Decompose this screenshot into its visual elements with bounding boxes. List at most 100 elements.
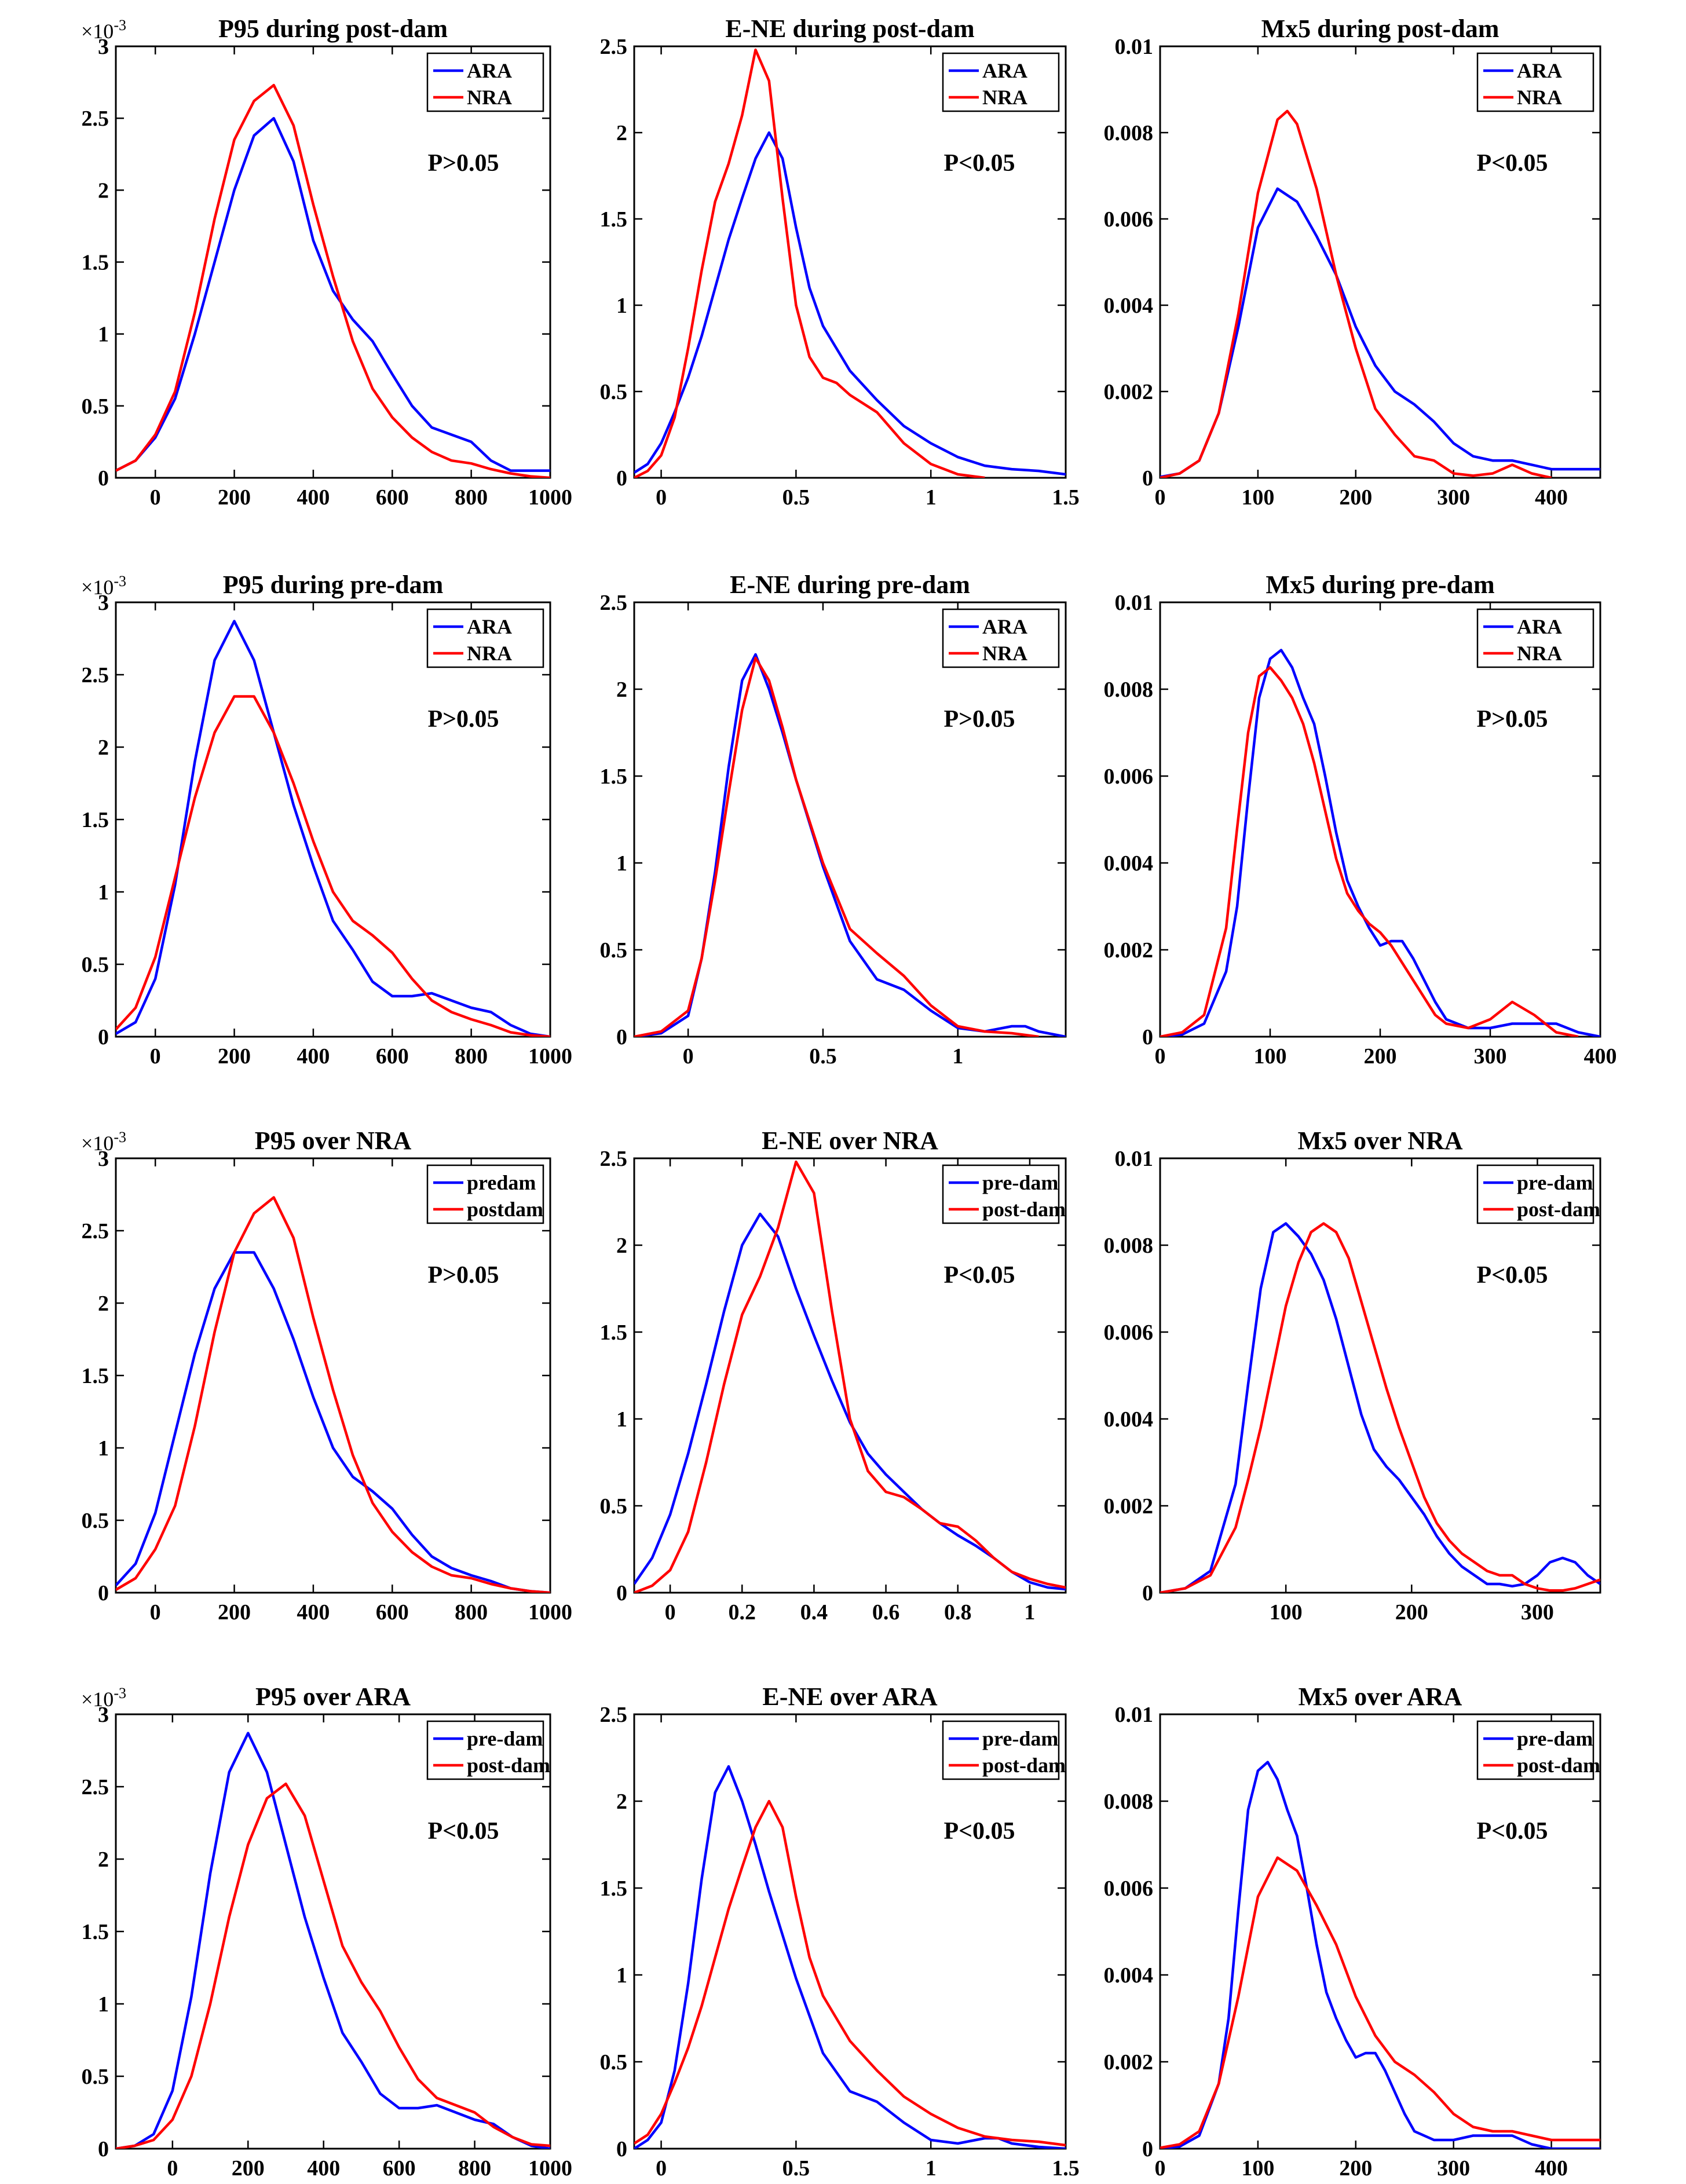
x-tick-label: 0.5 bbox=[782, 485, 810, 510]
legend-label: post-dam bbox=[982, 1754, 1066, 1777]
legend-label: NRA bbox=[467, 86, 512, 109]
y-tick-label: 1.5 bbox=[82, 251, 109, 275]
y-tick-label: 2 bbox=[98, 1848, 109, 1872]
chart-panel-9: 0 0.002 0.004 0.006 0.008 0.01 100 200 300 Mx5 ov… bbox=[1104, 1126, 1601, 1625]
legend-box bbox=[1476, 52, 1594, 112]
plot-frame bbox=[633, 1713, 1067, 2150]
chart-title: Mx5 over ARA bbox=[1299, 1682, 1462, 1711]
x-tick-label: 200 bbox=[1339, 2156, 1372, 2181]
x-tick-label: 1 bbox=[926, 2156, 937, 2181]
y-tick-label: 0.5 bbox=[82, 394, 109, 419]
legend: ARA NRA bbox=[942, 608, 1060, 668]
p-value-annotation: P>0.05 bbox=[427, 706, 499, 733]
x-tick-label: 200 bbox=[1395, 1600, 1428, 1625]
x-tick-label: 0 bbox=[150, 485, 161, 510]
x-tick-label: 0.5 bbox=[782, 2156, 810, 2181]
chart-title: E-NE during pre-dam bbox=[730, 570, 970, 599]
x-tick-label: 800 bbox=[455, 1044, 488, 1069]
legend-label: ARA bbox=[467, 615, 512, 638]
legend-label: ARA bbox=[982, 59, 1027, 82]
legend-label: NRA bbox=[467, 642, 512, 665]
y-tick-label: 0 bbox=[616, 1025, 627, 1049]
chart-panel-6: 0 0.002 0.004 0.006 0.008 0.01 0 100 200 300 400 Mx… bbox=[1104, 570, 1617, 1069]
y-tick-label: 0.5 bbox=[600, 1494, 628, 1519]
x-tick-label: 300 bbox=[1474, 1044, 1507, 1069]
x-tick-label: 400 bbox=[1535, 2156, 1568, 2181]
y-tick-label: 2 bbox=[98, 736, 109, 760]
y-tick-label: 1 bbox=[98, 1436, 109, 1461]
y-tick-label: 0.006 bbox=[1104, 1320, 1154, 1345]
y-tick-label: 1 bbox=[98, 323, 109, 347]
x-tick-label: 400 bbox=[297, 1044, 330, 1069]
legend-label: pre-dam bbox=[982, 1727, 1058, 1750]
series-line-ARA bbox=[634, 131, 1066, 476]
y-tick-label: 1.5 bbox=[82, 1364, 109, 1388]
legend-box bbox=[1476, 1164, 1594, 1224]
chart-panel-8: 00.511.522.50 0.2 0.4 0.6 0.8 1E-NE over NRAp… bbox=[600, 1126, 1067, 1625]
legend-box bbox=[1476, 608, 1594, 668]
legend-box bbox=[426, 1164, 544, 1224]
x-tick-label: 400 bbox=[297, 1600, 330, 1625]
y-tick-label: 0.006 bbox=[1104, 764, 1154, 789]
x-tick-label: 1000 bbox=[528, 2156, 572, 2181]
plot-frame bbox=[633, 45, 1067, 479]
x-tick-label: 0 bbox=[150, 1044, 161, 1069]
y-tick-label: 0.5 bbox=[600, 938, 628, 963]
legend-label: post-dam bbox=[467, 1754, 550, 1777]
y-tick-label: 0 bbox=[1142, 2137, 1153, 2161]
series-line-post-dam bbox=[634, 1799, 1066, 2147]
plot-frame bbox=[1159, 45, 1601, 479]
chart-title: P95 over ARA bbox=[255, 1682, 411, 1711]
y-tick-label: 2 bbox=[616, 678, 627, 702]
y-tick-label: 0.5 bbox=[82, 1509, 109, 1533]
y-tick-label: 0.5 bbox=[600, 2050, 628, 2075]
chart-title: P95 during post-dam bbox=[218, 14, 448, 43]
chart-title: Mx5 over NRA bbox=[1297, 1126, 1462, 1155]
legend-label: pre-dam bbox=[467, 1727, 543, 1750]
y-tick-label: 0 bbox=[616, 2137, 627, 2161]
y-tick-label: 2.5 bbox=[82, 1775, 109, 1799]
legend-label: pre-dam bbox=[1517, 1171, 1593, 1194]
legend-label: post-dam bbox=[982, 1198, 1066, 1221]
y-tick-label: 0.006 bbox=[1104, 207, 1154, 232]
x-tick-label: 0.2 bbox=[729, 1600, 756, 1625]
y-tick-label: 0.5 bbox=[82, 2065, 109, 2089]
p-value-annotation: P<0.05 bbox=[1476, 150, 1548, 177]
chart-panel-3: 0 0.002 0.004 0.006 0.008 0.01 0 100 200 300 400 Mx… bbox=[1104, 14, 1601, 510]
legend-label: NRA bbox=[982, 86, 1027, 109]
y-scale-exponent: ×10-3 bbox=[81, 1685, 126, 1711]
y-tick-label: 2.5 bbox=[600, 35, 628, 59]
series-line-NRA bbox=[116, 695, 550, 1037]
y-tick-label: 1 bbox=[616, 1963, 627, 1988]
x-tick-label: 600 bbox=[383, 2156, 416, 2181]
y-tick-label: 2.5 bbox=[82, 663, 109, 687]
y-tick-label: 2 bbox=[616, 1790, 627, 1814]
y-tick-label: 0.5 bbox=[82, 953, 109, 977]
chart-title: P95 over NRA bbox=[255, 1126, 412, 1155]
x-tick-label: 0 bbox=[167, 2156, 178, 2181]
series-line-post-dam bbox=[1160, 1222, 1600, 1593]
x-tick-label: 100 bbox=[1241, 485, 1274, 510]
y-tick-label: 0.002 bbox=[1104, 1494, 1154, 1519]
x-tick-label: 0 bbox=[665, 1600, 676, 1625]
x-tick-label: 800 bbox=[458, 2156, 491, 2181]
x-tick-label: 0 bbox=[1155, 485, 1166, 510]
x-tick-label: 600 bbox=[376, 485, 409, 510]
x-tick-label: 100 bbox=[1270, 1600, 1303, 1625]
y-tick-label: 0 bbox=[98, 1581, 109, 1605]
p-value-annotation: P<0.05 bbox=[943, 1262, 1015, 1289]
legend: pre-dam post-dam bbox=[942, 1720, 1066, 1780]
y-tick-label: 2.5 bbox=[600, 1703, 628, 1727]
legend: ARA NRA bbox=[942, 52, 1060, 112]
y-tick-label: 0.006 bbox=[1104, 1876, 1154, 1901]
x-tick-label: 800 bbox=[455, 1600, 488, 1625]
y-tick-label: 1.5 bbox=[600, 764, 628, 789]
p-value-annotation: P<0.05 bbox=[943, 1818, 1015, 1845]
x-tick-label: 1 bbox=[926, 485, 937, 510]
series-line-NRA bbox=[1160, 109, 1552, 478]
chart-panel-7: 0 0.5 1 1.5 2 2.5 3 0 200 400 600 800 1000 ×10-3 P95 o… bbox=[81, 1126, 572, 1625]
y-tick-label: 0 bbox=[1142, 1025, 1153, 1049]
legend-label: postdam bbox=[467, 1198, 543, 1221]
legend-label: ARA bbox=[1517, 59, 1562, 82]
